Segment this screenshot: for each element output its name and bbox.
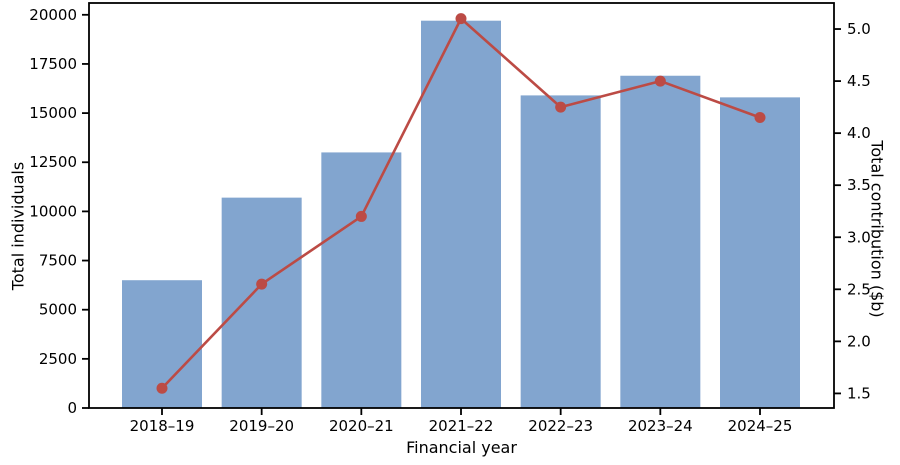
y-tick-label-left: 2500 bbox=[39, 350, 77, 368]
bar bbox=[620, 75, 701, 408]
y-tick-label-right: 4.5 bbox=[847, 72, 871, 90]
x-tick-label: 2023–24 bbox=[628, 417, 693, 435]
line-point bbox=[455, 13, 467, 25]
line-point bbox=[256, 278, 268, 290]
line-point bbox=[754, 112, 766, 124]
line-point bbox=[355, 210, 367, 222]
y-tick-label-left: 7500 bbox=[39, 252, 77, 270]
x-tick-label: 2022–23 bbox=[528, 417, 593, 435]
y-tick-label-left: 20000 bbox=[29, 6, 77, 24]
y-tick-label-right: 1.5 bbox=[847, 384, 871, 402]
bar bbox=[421, 20, 501, 408]
y-tick-label-left: 15000 bbox=[29, 104, 77, 122]
y-tick-label-left: 12500 bbox=[29, 153, 77, 171]
x-tick-label: 2019–20 bbox=[229, 417, 294, 435]
y-tick-label-left: 10000 bbox=[29, 202, 77, 220]
bar bbox=[720, 97, 800, 409]
y-tick-label-right: 2.5 bbox=[847, 280, 871, 298]
bar bbox=[221, 197, 302, 408]
y-axis-label-right: Total contribution ($b) bbox=[867, 140, 887, 318]
y-tick-label-right: 2.0 bbox=[847, 332, 871, 350]
bar bbox=[520, 95, 601, 408]
y-tick-label-left: 17500 bbox=[29, 55, 77, 73]
y-tick-label-right: 3.0 bbox=[847, 228, 871, 246]
y-tick-label-right: 5.0 bbox=[847, 20, 871, 38]
x-tick-label: 2020–21 bbox=[329, 417, 394, 435]
x-axis-label: Financial year bbox=[406, 438, 517, 457]
x-tick-label: 2024–25 bbox=[728, 417, 793, 435]
line-point bbox=[156, 382, 168, 394]
x-tick-label: 2021–22 bbox=[429, 417, 494, 435]
line-point bbox=[654, 75, 666, 87]
y-tick-label-right: 4.0 bbox=[847, 124, 871, 142]
y-tick-label-left: 0 bbox=[67, 399, 77, 417]
y-tick-label-left: 5000 bbox=[39, 301, 77, 319]
y-tick-label-right: 3.5 bbox=[847, 176, 871, 194]
x-tick-label: 2018–19 bbox=[130, 417, 195, 435]
bar bbox=[321, 152, 402, 408]
line-point bbox=[555, 101, 567, 113]
y-axis-label-left: Total individuals bbox=[8, 161, 28, 291]
